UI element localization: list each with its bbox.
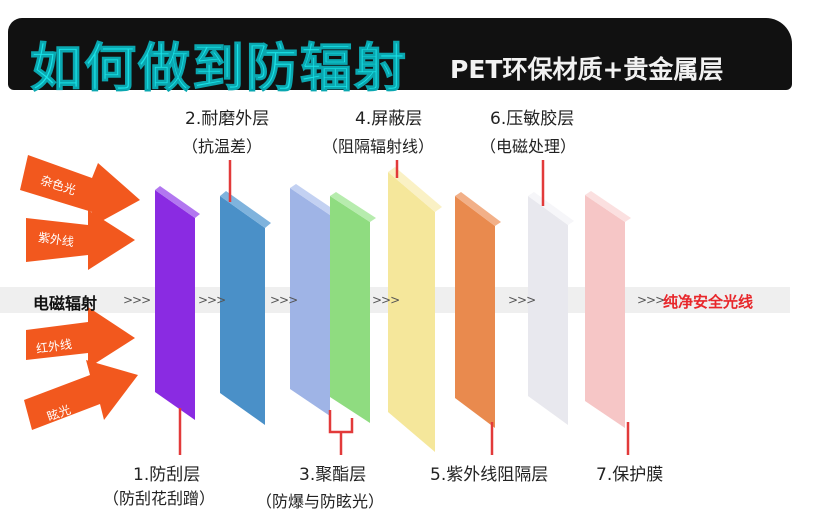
layer-2-panel [220,196,265,425]
arrow-stray-light: 杂色光 [20,155,140,228]
chevron-1: >>> [123,293,151,307]
layer-3-name: 3.聚酯层 [299,465,367,485]
layer-1-panel [155,190,195,420]
arrow-infrared: 红外线 [26,307,135,368]
layer-5-panel [455,196,495,428]
arrow-label-infrared: 红外线 [35,336,73,356]
layer-7-panel [585,195,625,428]
layer-panels [155,167,631,452]
layer-5-name: 5.紫外线阻隔层 [430,465,549,485]
chevron-3: >>> [270,293,298,307]
layer-3a-panel [290,188,330,416]
layer-2-name: 2.耐磨外层 [185,109,270,129]
pointer-layer-3-bracket [328,410,354,434]
arrow-uv: 紫外线 [26,210,135,270]
layer-6-detail: （电磁处理） [480,137,577,156]
band-output-label: 纯净安全光线 [663,293,754,311]
layer-1-name: 1.防刮层 [133,465,201,485]
layer-6-panel [528,196,568,425]
title-banner: 如何做到防辐射 PET环保材质+贵金属层 [8,18,792,100]
chevron-2: >>> [198,293,226,307]
layer-7-name: 7.保护膜 [596,465,664,485]
arrow-glare: 眩光 [24,360,138,430]
banner-subtitle: PET环保材质+贵金属层 [450,55,724,84]
banner-title: 如何做到防辐射 [29,39,409,100]
layer-2-detail: （抗温差） [182,137,263,156]
layer-4-name: 4.屏蔽层 [355,109,423,129]
incoming-light-arrows: 杂色光 紫外线 红外线 眩光 [20,155,140,430]
layer-6-name: 6.压敏胶层 [490,109,575,129]
layer-1-detail: （防刮花刮蹭） [103,489,216,508]
layer-4-panel [388,172,435,452]
chevron-4: >>> [372,293,400,307]
layer-3b-panel [330,196,370,423]
pointer-lines [178,160,630,455]
band-label: 电磁辐射 [33,294,98,313]
chevron-5: >>> [508,293,536,307]
arrow-label-uv: 紫外线 [37,230,75,249]
layer-3-detail: （防爆与防眩光） [256,492,385,511]
layer-4-detail: （阻隔辐射线） [322,137,435,156]
chevron-6: >>> [637,293,665,307]
